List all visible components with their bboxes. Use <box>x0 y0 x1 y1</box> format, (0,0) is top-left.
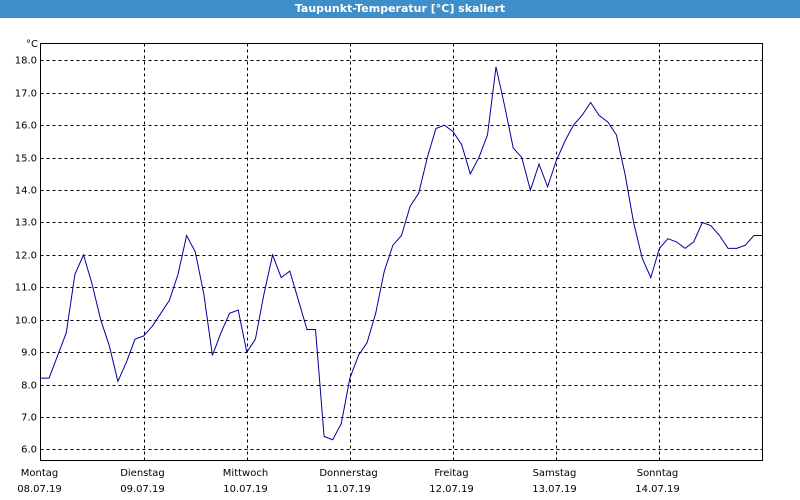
day-date: 08.07.19 <box>17 484 62 495</box>
y-tick-label: 15.0 <box>15 154 37 165</box>
y-tick-label: 11.0 <box>15 283 37 294</box>
day-name: Sonntag <box>637 468 679 479</box>
day-date: 09.07.19 <box>120 484 165 495</box>
day-name: Montag <box>21 468 58 479</box>
title-bar <box>0 0 800 18</box>
day-name: Samstag <box>533 468 577 479</box>
data-line <box>40 66 763 441</box>
y-tick-label: 16.0 <box>15 121 37 132</box>
day-date: 14.07.19 <box>635 484 680 495</box>
y-tick-label: 12.0 <box>15 251 37 262</box>
y-tick-label: 9.0 <box>21 348 37 359</box>
y-tick-label: 18.0 <box>15 56 37 67</box>
y-tick-label: 14.0 <box>15 186 37 197</box>
y-tick-label: 8.0 <box>21 381 37 392</box>
day-name: Freitag <box>434 468 468 479</box>
day-date: 12.07.19 <box>429 484 474 495</box>
y-tick-label: 13.0 <box>15 218 37 229</box>
y-unit: °C <box>26 39 38 50</box>
y-tick-label: 17.0 <box>15 89 37 100</box>
chart-title: Taupunkt-Temperatur [°C] skaliert <box>295 2 505 15</box>
day-name: Donnerstag <box>319 468 377 479</box>
day-date: 11.07.19 <box>326 484 371 495</box>
y-tick-label: 7.0 <box>21 413 37 424</box>
y-tick-label: 10.0 <box>15 316 37 327</box>
plot-frame <box>40 43 763 461</box>
day-name: Dienstag <box>120 468 165 479</box>
day-date: 10.07.19 <box>223 484 268 495</box>
day-date: 13.07.19 <box>532 484 577 495</box>
day-name: Mittwoch <box>223 468 268 479</box>
y-tick-label: 6.0 <box>21 445 37 456</box>
